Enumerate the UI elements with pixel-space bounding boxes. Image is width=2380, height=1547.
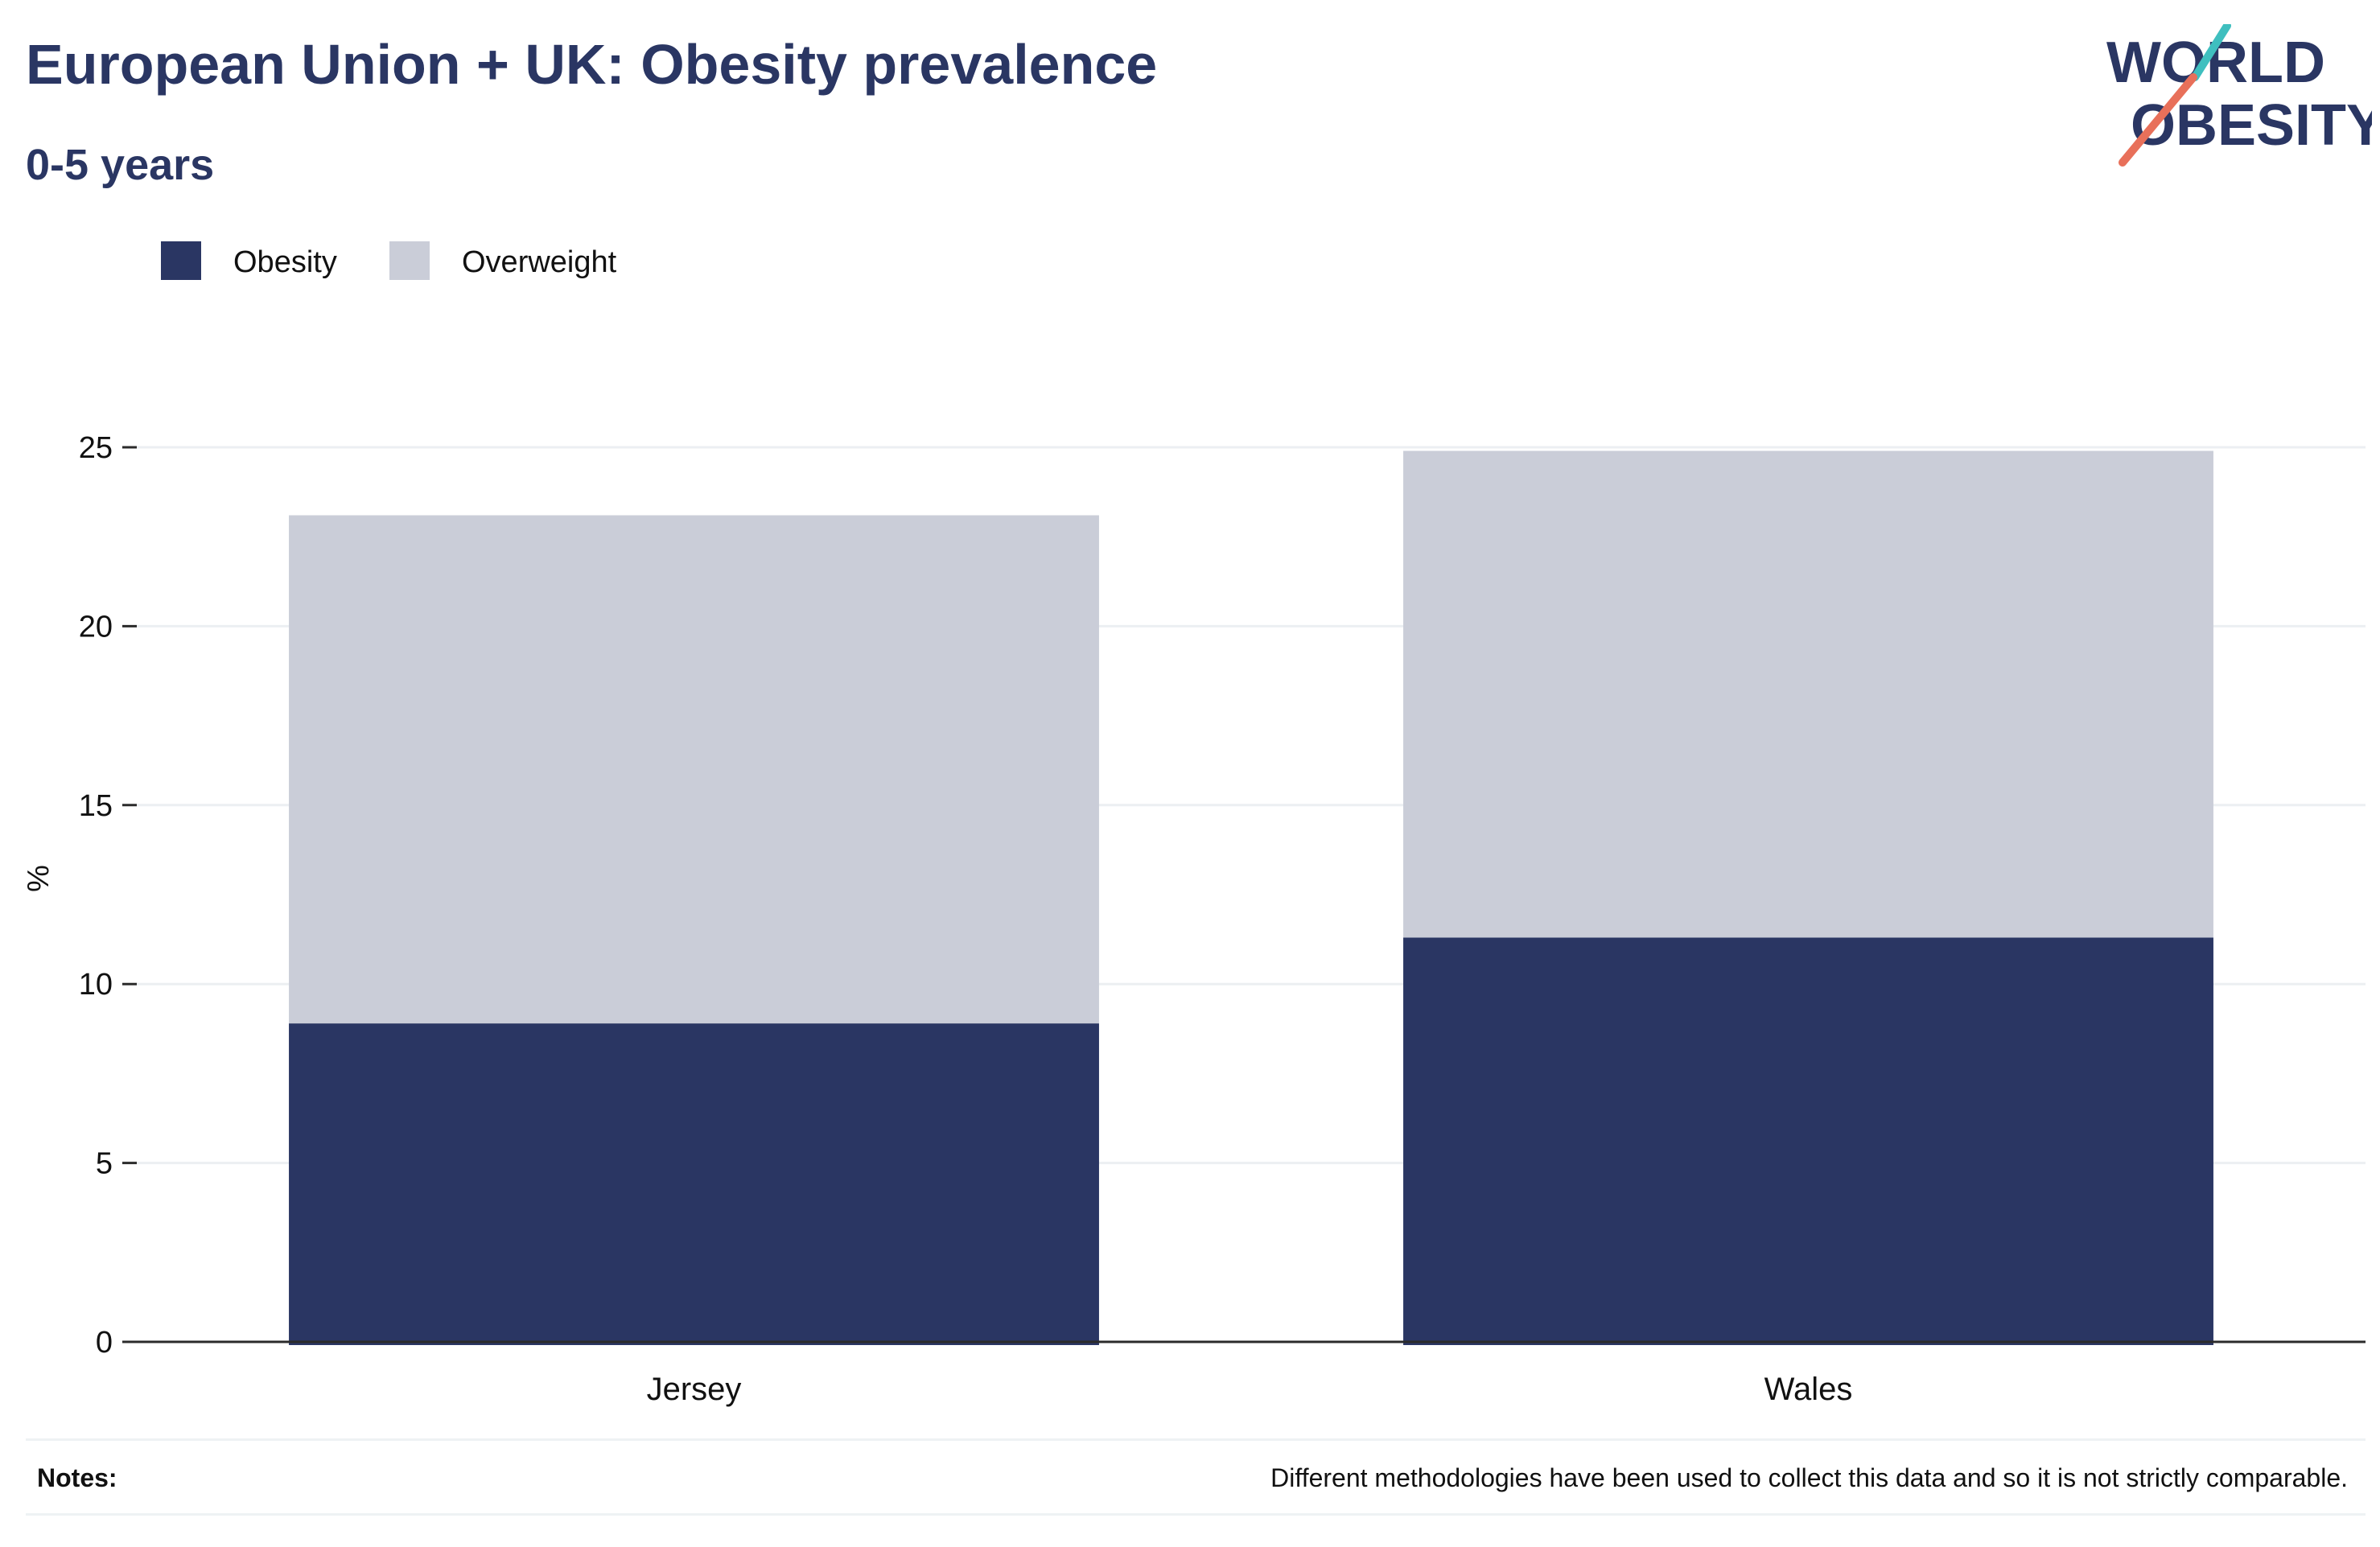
legend-label-obesity: Obesity — [233, 245, 337, 279]
page-subtitle: 0-5 years — [26, 141, 215, 189]
bar-overweight-wales — [1403, 451, 2213, 938]
bar-obesity-wales — [1403, 937, 2213, 1345]
logo-slash-teal — [2191, 24, 2231, 81]
bar-obesity-jersey — [289, 1023, 1099, 1345]
bar-overweight-jersey — [289, 515, 1099, 1024]
notes-label: Notes: — [37, 1463, 117, 1492]
x-tick-label: Jersey — [647, 1372, 742, 1407]
bars — [289, 451, 2213, 1345]
page-title: European Union + UK: Obesity prevalence — [26, 33, 1158, 96]
y-tick-label: 10 — [79, 968, 113, 1002]
y-tick-label: 0 — [96, 1326, 113, 1360]
y-axis-tick-labels: 0 5 10 15 20 25 — [79, 431, 113, 1360]
y-axis-label: % — [22, 865, 56, 892]
logo-slash-coral — [2119, 73, 2197, 167]
y-tick-label: 15 — [79, 789, 113, 823]
x-tick-label: Wales — [1764, 1372, 1853, 1407]
y-tick-label: 20 — [79, 610, 113, 644]
legend-label-overweight: Overweight — [462, 245, 617, 279]
x-axis-tick-labels: Jersey Wales — [647, 1372, 1853, 1407]
notes-bar: Notes: Different methodologies have been… — [26, 1438, 2366, 1516]
y-tick-label: 25 — [79, 431, 113, 465]
y-tick-label: 5 — [96, 1147, 113, 1181]
legend-swatch-overweight — [389, 241, 430, 280]
world-obesity-logo: WORLD OBESITY — [2106, 24, 2372, 167]
notes-text: Different methodologies have been used t… — [1270, 1463, 2348, 1492]
legend: Obesity Overweight — [161, 241, 617, 280]
legend-swatch-obesity — [161, 241, 201, 280]
